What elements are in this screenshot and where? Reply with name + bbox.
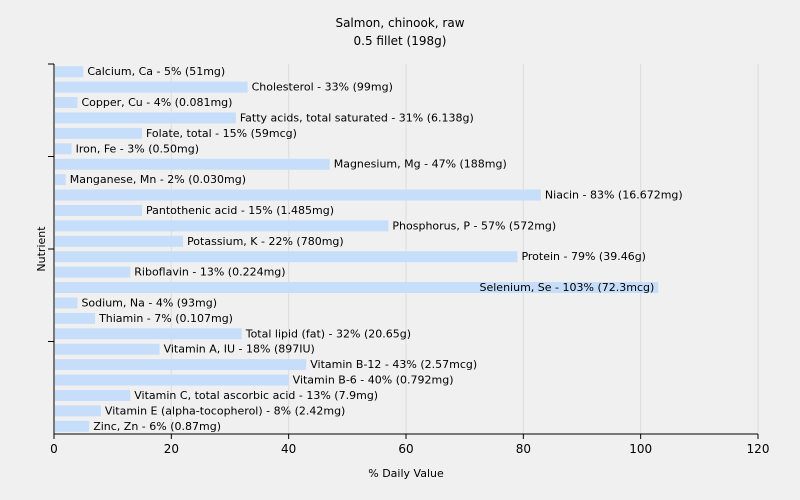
bar bbox=[55, 266, 131, 278]
bars: Calcium, Ca - 5% (51mg) Cholesterol - 33%… bbox=[55, 65, 683, 433]
x-axis-label: % Daily Value bbox=[368, 467, 444, 480]
bar-label: Niacin - 83% (16.672mg) bbox=[545, 189, 683, 202]
bar bbox=[55, 66, 84, 78]
bar-label: Riboflavin - 13% (0.224mg) bbox=[134, 266, 285, 279]
y-axis-label: Nutrient bbox=[35, 226, 48, 272]
bar-label: Protein - 79% (39.46g) bbox=[521, 250, 646, 263]
bar-label: Cholesterol - 33% (99mg) bbox=[252, 81, 393, 94]
bar bbox=[55, 374, 289, 386]
bar bbox=[55, 174, 66, 186]
bar-label: Vitamin B-6 - 40% (0.792mg) bbox=[293, 374, 454, 387]
bar bbox=[55, 143, 72, 155]
bar bbox=[55, 389, 131, 401]
bar-label: Vitamin E (alpha-tocopherol) - 8% (2.42m… bbox=[105, 404, 345, 417]
bar-label: Selenium, Se - 103% (72.3mcg) bbox=[480, 281, 655, 294]
bar-label: Manganese, Mn - 2% (0.030mg) bbox=[70, 173, 246, 186]
x-tick-label: 20 bbox=[164, 442, 179, 456]
bar bbox=[55, 420, 90, 432]
bar bbox=[55, 127, 142, 139]
bar bbox=[55, 251, 518, 263]
bar bbox=[55, 405, 101, 417]
bar-label: Total lipid (fat) - 32% (20.65g) bbox=[245, 327, 411, 340]
x-tick-label: 80 bbox=[516, 442, 531, 456]
bar bbox=[55, 312, 96, 324]
bar-label: Phosphorus, P - 57% (572mg) bbox=[392, 219, 556, 232]
bar-label: Folate, total - 15% (59mcg) bbox=[146, 127, 297, 140]
x-tick-label: 120 bbox=[747, 442, 770, 456]
bar bbox=[55, 158, 330, 170]
x-tick-label: 0 bbox=[50, 442, 58, 456]
gridlines bbox=[170, 64, 759, 434]
bar bbox=[55, 81, 248, 93]
bar-label: Vitamin C, total ascorbic acid - 13% (7.… bbox=[134, 389, 378, 402]
x-ticks: 0 20 40 60 80 100 120 bbox=[50, 434, 769, 456]
chart-title: Salmon, chinook, raw bbox=[335, 16, 464, 30]
bar bbox=[55, 220, 389, 232]
bar-label: Thiamin - 7% (0.107mg) bbox=[98, 312, 233, 325]
bar-label: Pantothenic acid - 15% (1.485mg) bbox=[146, 204, 334, 217]
bar-label: Magnesium, Mg - 47% (188mg) bbox=[334, 158, 507, 171]
bar bbox=[55, 343, 160, 355]
bar-label: Vitamin B-12 - 43% (2.57mcg) bbox=[310, 358, 477, 371]
bar bbox=[55, 204, 142, 216]
bar-label: Iron, Fe - 3% (0.50mg) bbox=[76, 142, 199, 155]
bar-label: Sodium, Na - 4% (93mg) bbox=[81, 296, 217, 309]
bar-label: Vitamin A, IU - 18% (897IU) bbox=[164, 343, 315, 356]
bar-label: Copper, Cu - 4% (0.081mg) bbox=[81, 96, 232, 109]
bar bbox=[55, 359, 307, 371]
bar-label: Fatty acids, total saturated - 31% (6.13… bbox=[240, 111, 474, 124]
bar-label: Calcium, Ca - 5% (51mg) bbox=[87, 65, 225, 78]
bar bbox=[55, 282, 659, 294]
x-tick-label: 40 bbox=[281, 442, 296, 456]
bar bbox=[55, 189, 541, 201]
bar bbox=[55, 112, 236, 124]
chart-subtitle: 0.5 fillet (198g) bbox=[354, 34, 447, 48]
bar-label: Zinc, Zn - 6% (0.87mg) bbox=[93, 420, 221, 433]
bar bbox=[55, 235, 184, 247]
x-tick-label: 60 bbox=[398, 442, 413, 456]
bar bbox=[55, 328, 242, 340]
bar-label: Potassium, K - 22% (780mg) bbox=[187, 235, 344, 248]
bar bbox=[55, 97, 78, 109]
x-tick-label: 100 bbox=[629, 442, 652, 456]
bar bbox=[55, 297, 78, 309]
